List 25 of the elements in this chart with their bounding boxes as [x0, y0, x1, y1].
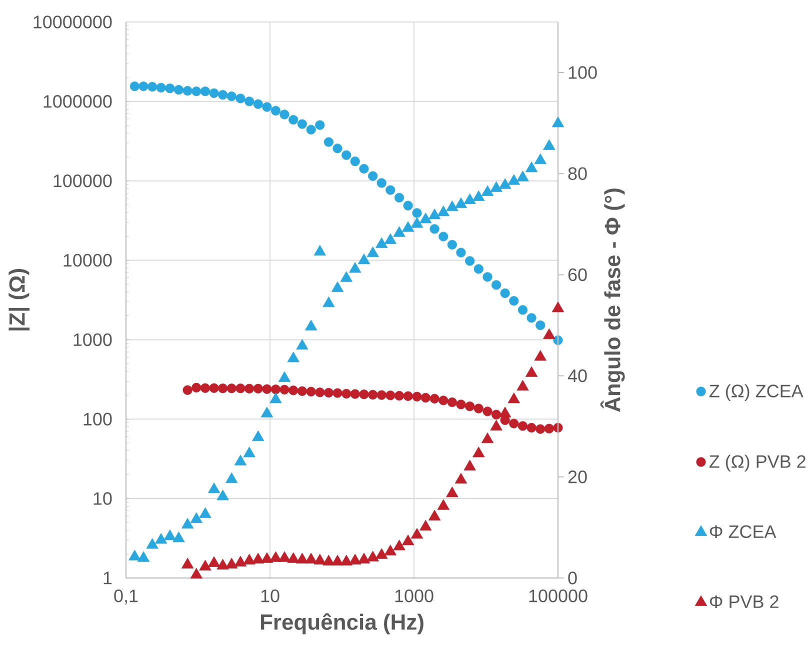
- x-tick-label: 10: [261, 590, 280, 602]
- y-tick-label: 100: [84, 412, 112, 426]
- legend-label: Φ ZCEA: [710, 525, 776, 538]
- y-tick-label: 1: [104, 572, 112, 584]
- legend-label: Φ PVB 2: [710, 595, 778, 608]
- y2-axis-title: Ângulo de fase - Φ (°): [600, 188, 625, 412]
- y-axis-title: |Z| (Ω): [8, 269, 30, 330]
- y-tick-label: 10: [94, 492, 112, 505]
- y2-tick-label: 20: [568, 470, 587, 484]
- x-tick-label: 0,1: [114, 590, 138, 604]
- x-axis-title: Frequência (Hz): [260, 613, 424, 634]
- y2-tick-label: 60: [568, 268, 587, 282]
- y-tick-label: 10000000: [34, 16, 112, 28]
- legend-label: Z (Ω) ZCEA: [709, 384, 804, 401]
- y-tick-label: 1000: [74, 333, 112, 346]
- y2-tick-label: 40: [568, 369, 587, 382]
- y2-tick-label: 100: [568, 66, 597, 79]
- x-tick-label: 100000: [529, 590, 588, 602]
- y2-tick-label: 0: [568, 572, 577, 584]
- x-tick-label: 1000: [395, 590, 434, 602]
- y-tick-label: 1000000: [44, 95, 112, 108]
- y-tick-label: 10000: [64, 254, 112, 267]
- y2-tick-label: 80: [568, 167, 587, 180]
- legend-label: Z (Ω) PVB 2: [709, 454, 806, 472]
- y-tick-label: 100000: [54, 174, 112, 188]
